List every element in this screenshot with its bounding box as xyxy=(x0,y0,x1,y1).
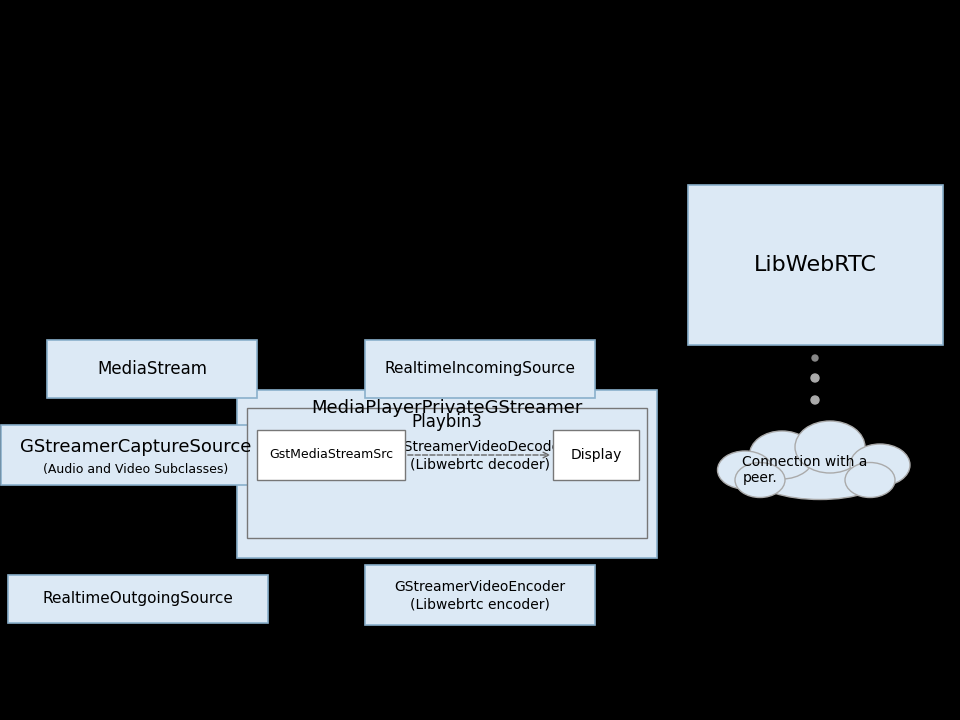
FancyBboxPatch shape xyxy=(47,340,257,398)
FancyBboxPatch shape xyxy=(257,430,405,480)
Text: (Libwebrtc decoder): (Libwebrtc decoder) xyxy=(410,458,550,472)
Text: LibWebRTC: LibWebRTC xyxy=(754,255,877,275)
Text: MediaPlayerPrivateGStreamer: MediaPlayerPrivateGStreamer xyxy=(311,399,583,417)
Text: GStreamerVideoDecoder: GStreamerVideoDecoder xyxy=(394,440,566,454)
Ellipse shape xyxy=(845,462,895,498)
FancyBboxPatch shape xyxy=(365,565,595,625)
Text: Connection with a
peer.: Connection with a peer. xyxy=(742,455,868,485)
Circle shape xyxy=(811,374,819,382)
Text: GStreamerVideoEncoder: GStreamerVideoEncoder xyxy=(395,580,565,594)
FancyBboxPatch shape xyxy=(1,425,271,485)
Text: GStreamerCaptureSource: GStreamerCaptureSource xyxy=(20,438,252,456)
Text: Playbin3: Playbin3 xyxy=(412,413,483,431)
FancyBboxPatch shape xyxy=(688,185,943,345)
FancyBboxPatch shape xyxy=(365,340,595,398)
Ellipse shape xyxy=(735,462,785,498)
Circle shape xyxy=(811,396,819,404)
Ellipse shape xyxy=(850,444,910,486)
Text: Display: Display xyxy=(570,448,622,462)
Text: RealtimeIncomingSource: RealtimeIncomingSource xyxy=(385,361,575,377)
Ellipse shape xyxy=(750,431,814,479)
FancyBboxPatch shape xyxy=(553,430,639,480)
FancyBboxPatch shape xyxy=(247,408,647,538)
Text: (Libwebrtc encoder): (Libwebrtc encoder) xyxy=(410,598,550,612)
FancyBboxPatch shape xyxy=(237,390,657,558)
FancyBboxPatch shape xyxy=(8,575,268,623)
Circle shape xyxy=(812,355,818,361)
Ellipse shape xyxy=(795,421,865,473)
Text: (Audio and Video Subclasses): (Audio and Video Subclasses) xyxy=(43,462,228,475)
Text: MediaStream: MediaStream xyxy=(97,360,207,378)
Text: RealtimeOutgoingSource: RealtimeOutgoingSource xyxy=(42,592,233,606)
Text: GstMediaStreamSrc: GstMediaStreamSrc xyxy=(269,449,393,462)
FancyBboxPatch shape xyxy=(365,425,595,485)
Ellipse shape xyxy=(755,454,885,500)
Ellipse shape xyxy=(717,451,773,489)
